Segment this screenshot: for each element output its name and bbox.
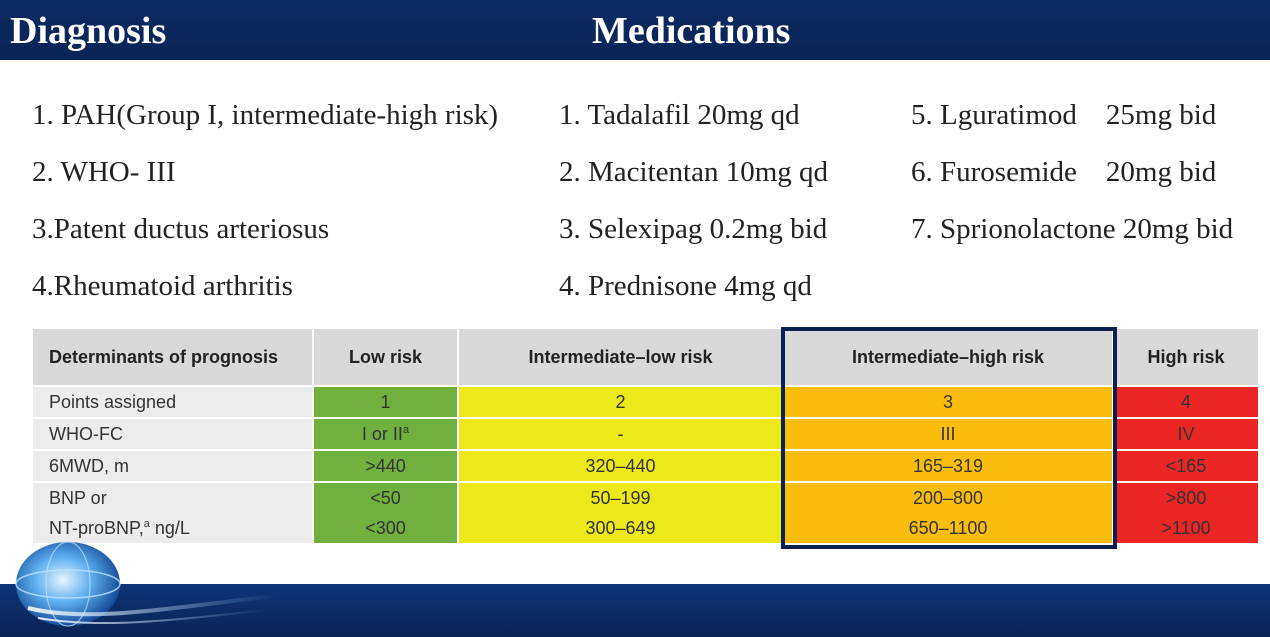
cell-low-text: I or II — [361, 423, 403, 444]
cell-low: >440 — [312, 449, 457, 481]
header-bar — [0, 0, 1270, 60]
medications-heading: Medications — [592, 10, 791, 52]
table-row: WHO-FC I or IIa - III IV — [33, 417, 1258, 449]
cell-intermediate-high: 3 — [782, 385, 1112, 417]
diagnosis-item: 2. WHO- III — [32, 156, 176, 188]
cell-low: 1 — [312, 385, 457, 417]
cell-intermediate-low: - — [457, 417, 782, 449]
risk-table: Determinants of prognosis Low risk Inter… — [33, 329, 1258, 543]
medication-item: 5. Lguratimod 25mg bid — [911, 99, 1217, 131]
cell-intermediate-low: 320–440 — [457, 449, 782, 481]
header-low-risk: Low risk — [312, 329, 457, 385]
cell-intermediate-low: 2 — [457, 385, 782, 417]
cell-low: <50 — [312, 481, 457, 513]
header-high-risk: High risk — [1112, 329, 1258, 385]
table-header-row: Determinants of prognosis Low risk Inter… — [33, 329, 1258, 385]
cell-intermediate-low: 50–199 — [457, 481, 782, 513]
row-label-text: NT-proBNP, — [49, 517, 144, 538]
cell-intermediate-high: 165–319 — [782, 449, 1112, 481]
header-intermediate-low-risk: Intermediate–low risk — [457, 329, 782, 385]
cell-intermediate-low: 300–649 — [457, 513, 782, 543]
heart-globe-icon — [15, 541, 277, 627]
cell-low: I or IIa — [312, 417, 457, 449]
diagnosis-heading: Diagnosis — [10, 10, 167, 52]
footer-bar — [0, 584, 1270, 637]
cell-high: IV — [1112, 417, 1258, 449]
cell-low: <300 — [312, 513, 457, 543]
diagnosis-item: 1. PAH(Group I, intermediate-high risk) — [32, 99, 499, 131]
cell-intermediate-high: 650–1100 — [782, 513, 1112, 543]
cell-high: 4 — [1112, 385, 1258, 417]
cell-high: >1100 — [1112, 513, 1258, 543]
cell-high: <165 — [1112, 449, 1258, 481]
footnote-marker: a — [143, 517, 150, 530]
medication-item: 1. Tadalafil 20mg qd — [559, 99, 800, 131]
row-label: 6MWD, m — [33, 449, 312, 481]
header-determinants: Determinants of prognosis — [33, 329, 312, 385]
medication-item: 7. Sprionolactone 20mg bid — [911, 213, 1234, 245]
cell-intermediate-high: III — [782, 417, 1112, 449]
cell-high: >800 — [1112, 481, 1258, 513]
diagnosis-item: 3.Patent ductus arteriosus — [32, 213, 330, 245]
medication-item: 4. Prednisone 4mg qd — [559, 270, 812, 302]
diagnosis-item: 4.Rheumatoid arthritis — [32, 270, 293, 302]
header-intermediate-high-risk: Intermediate–high risk — [782, 329, 1112, 385]
medication-item: 2. Macitentan 10mg qd — [559, 156, 829, 188]
footnote-marker: a — [402, 423, 410, 436]
row-label: NT-proBNP,a ng/L — [33, 513, 312, 543]
table-row: BNP or <50 50–199 200–800 >800 — [33, 481, 1258, 513]
table-row: 6MWD, m >440 320–440 165–319 <165 — [33, 449, 1258, 481]
row-label: Points assigned — [33, 385, 312, 417]
row-label-unit: ng/L — [149, 517, 190, 538]
row-label: BNP or — [33, 481, 312, 513]
medication-item: 3. Selexipag 0.2mg bid — [559, 213, 828, 245]
medication-item: 6. Furosemide 20mg bid — [911, 156, 1217, 188]
cell-intermediate-high: 200–800 — [782, 481, 1112, 513]
table-row: Points assigned 1 2 3 4 — [33, 385, 1258, 417]
row-label: WHO-FC — [33, 417, 312, 449]
